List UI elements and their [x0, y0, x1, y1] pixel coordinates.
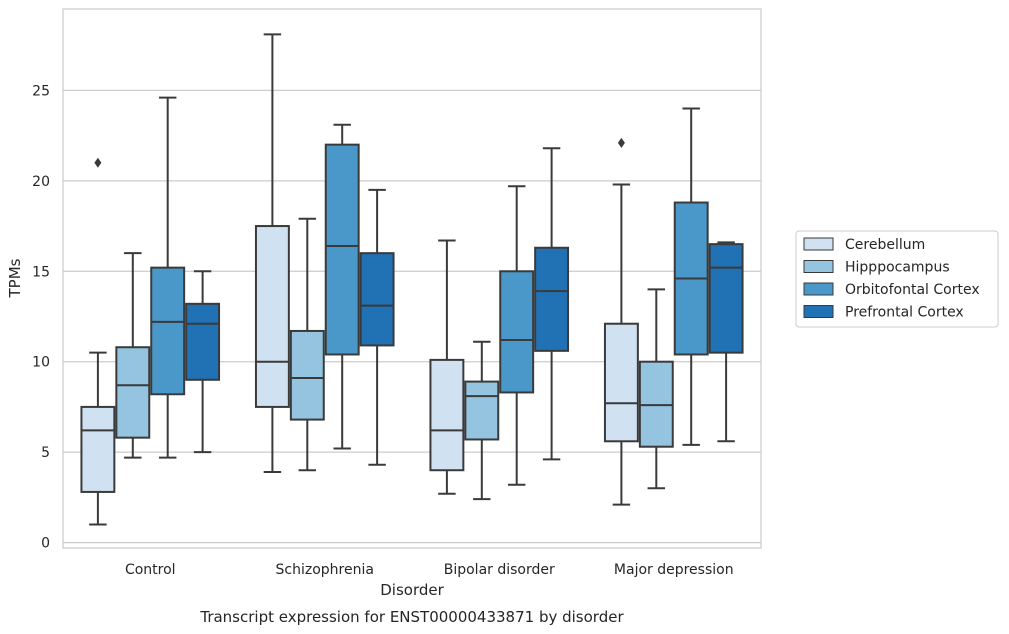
- box-1-0: [254, 33, 290, 474]
- box-body: [429, 358, 465, 472]
- y-tick-label-0: 0: [41, 536, 50, 552]
- box-body: [499, 270, 535, 394]
- y-tick-label-2: 10: [32, 355, 50, 371]
- box-body: [185, 302, 221, 381]
- box-body: [324, 143, 360, 356]
- box-1-1: [289, 217, 325, 472]
- y-axis-title: TPMs: [6, 258, 24, 298]
- box-body: [464, 380, 500, 441]
- x-axis-title: Disorder: [380, 581, 444, 599]
- legend: Cerebellum Hipppocampus Orbitofontal Corte…: [795, 230, 999, 328]
- plot-frame: [62, 8, 762, 549]
- box-0-2: [150, 96, 186, 459]
- legend-swatch: [803, 282, 834, 296]
- legend-swatch: [803, 237, 834, 251]
- box-2-2: [499, 185, 535, 486]
- outlier-point-0: [617, 137, 625, 148]
- legend-entry-2: Orbitofontal Cortex: [803, 282, 980, 298]
- box-layer: [80, 33, 744, 526]
- legend-label: Orbitofontal Cortex: [845, 282, 980, 298]
- box-body: [289, 329, 325, 421]
- chart-title: Transcript expression for ENST0000043387…: [199, 608, 624, 626]
- box-2-1: [464, 340, 500, 501]
- outlier-point-0: [94, 157, 102, 168]
- box-0-1: [115, 252, 151, 459]
- y-tick-label-3: 15: [32, 264, 50, 280]
- x-tick-label-2: Bipolar disorder: [444, 562, 555, 578]
- legend-label: Cerebellum: [845, 237, 925, 253]
- box-body: [254, 225, 290, 408]
- legend-entry-0: Cerebellum: [803, 237, 925, 253]
- legend-label: Hipppocampus: [845, 260, 950, 276]
- y-tick-label-4: 20: [32, 174, 50, 190]
- box-body: [115, 346, 151, 439]
- box-body: [80, 405, 116, 493]
- x-tick-label-0: Control: [125, 562, 176, 578]
- box-3-2: [673, 107, 709, 446]
- y-tick-label-5: 25: [32, 83, 50, 99]
- box-0-3: [185, 270, 221, 454]
- box-3-0: [603, 137, 639, 506]
- x-tick-labels: Control Schizophrenia Bipolar disorder Majo…: [125, 562, 734, 578]
- legend-swatch: [803, 260, 834, 273]
- legend-entry-1: Hipppocampus: [803, 260, 950, 276]
- box-1-2: [324, 123, 360, 450]
- box-3-1: [638, 288, 674, 490]
- box-0-0: [80, 157, 116, 526]
- y-tick-label-1: 5: [41, 445, 50, 461]
- box-2-0: [429, 239, 465, 495]
- box-body: [603, 322, 639, 443]
- y-tick-labels: 0 5 10 15 20 25: [32, 83, 50, 551]
- box-body: [150, 266, 186, 396]
- legend-label: Prefrontal Cortex: [845, 305, 964, 321]
- box-3-3: [708, 241, 744, 443]
- box-1-3: [359, 188, 395, 466]
- box-body: [534, 246, 570, 352]
- box-body: [359, 252, 395, 347]
- legend-frame: [795, 230, 999, 328]
- x-tick-label-3: Major depression: [614, 562, 734, 578]
- x-tick-label-1: Schizophrenia: [276, 562, 374, 578]
- box-2-3: [534, 147, 570, 461]
- box-body: [708, 243, 744, 354]
- legend-swatch: [803, 305, 834, 318]
- legend-entry-3: Prefrontal Cortex: [803, 305, 964, 321]
